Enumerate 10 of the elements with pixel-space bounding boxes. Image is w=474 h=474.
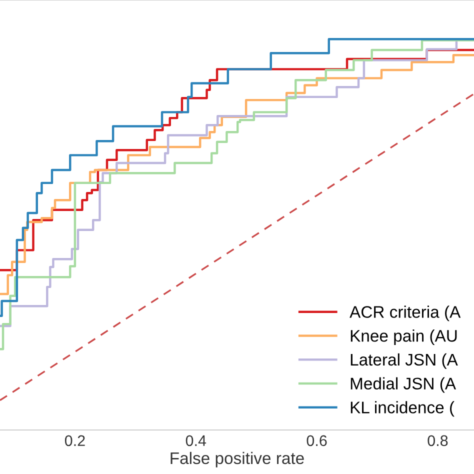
legend-label: KL incidence ( xyxy=(350,401,454,417)
x-tick-label: 0.4 xyxy=(186,435,206,446)
legend-label: Lateral JSN (A xyxy=(350,353,458,369)
legend-label: Knee pain (AU xyxy=(350,330,457,346)
x-tick-label: 0.8 xyxy=(428,435,448,446)
x-tick-label: 0.2 xyxy=(64,435,85,446)
legend-label: ACR criteria (A xyxy=(350,306,461,322)
legend-label: Medial JSN (A xyxy=(350,377,456,393)
x-tick-label: 0.6 xyxy=(306,435,327,446)
x-axis-title: False positive rate xyxy=(170,452,304,468)
